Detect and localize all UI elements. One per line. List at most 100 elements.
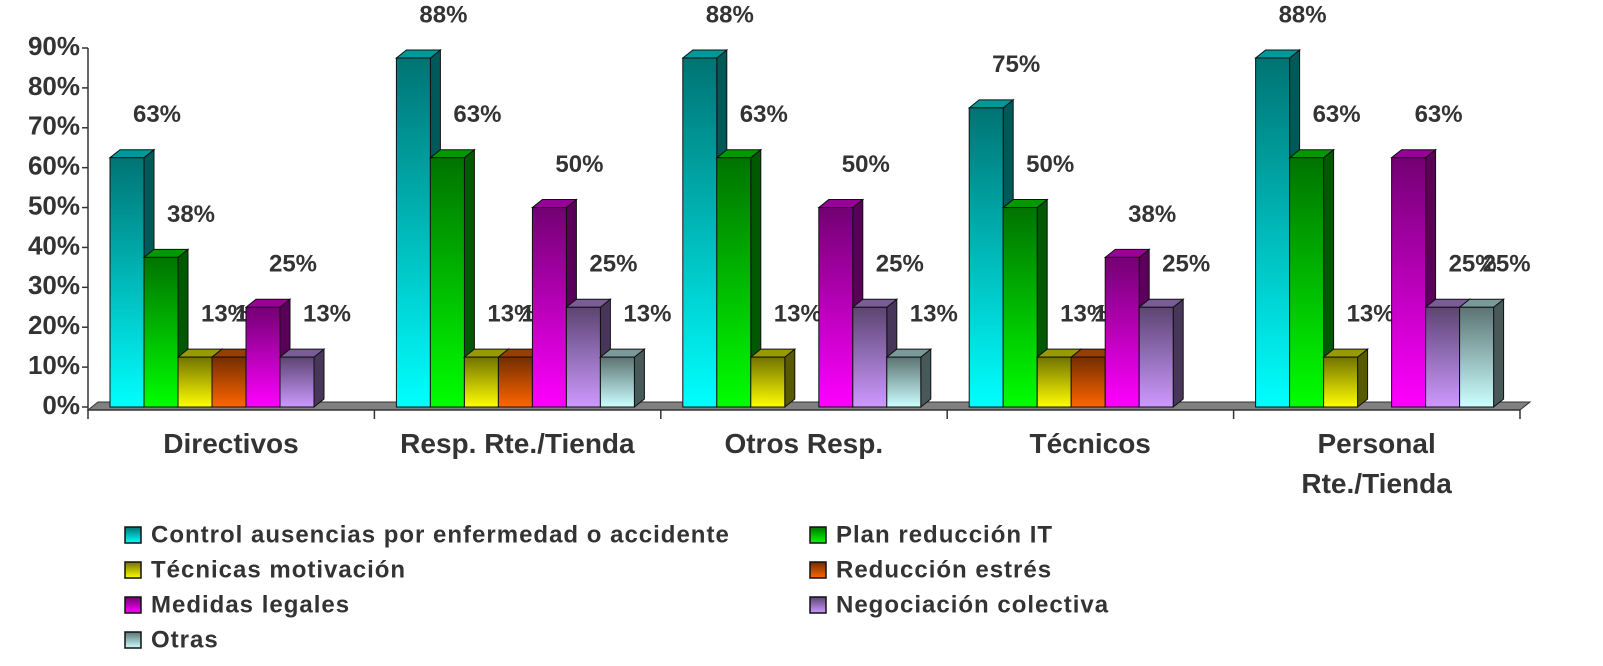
bar-front bbox=[1459, 306, 1495, 408]
value-label: 50% bbox=[1026, 151, 1074, 178]
bar-front bbox=[211, 356, 247, 408]
value-label: 13% bbox=[1060, 300, 1108, 327]
legend-label: Reducción estrés bbox=[836, 556, 1052, 583]
value-label: 63% bbox=[1415, 101, 1463, 128]
legend-label: Plan reducción IT bbox=[836, 521, 1053, 548]
y-tick-label: 40% bbox=[28, 230, 80, 260]
x-tick-label: Resp. Rte./Tienda bbox=[400, 428, 635, 459]
value-label: 75% bbox=[992, 51, 1040, 78]
value-label: 50% bbox=[842, 151, 890, 178]
bar-front bbox=[1070, 356, 1106, 408]
bar-front bbox=[395, 57, 431, 408]
x-tick-label: Directivos bbox=[163, 428, 299, 459]
legend-label: Técnicas motivación bbox=[151, 556, 406, 583]
value-label: 88% bbox=[1279, 1, 1327, 28]
bar-side bbox=[633, 348, 645, 409]
bar-side bbox=[1493, 298, 1505, 409]
bar-front bbox=[497, 356, 533, 408]
y-tick-label: 0% bbox=[42, 390, 80, 420]
y-tick-label: 80% bbox=[28, 71, 80, 101]
bar-front bbox=[463, 356, 499, 408]
bar bbox=[278, 348, 326, 409]
bar-front bbox=[1323, 356, 1359, 408]
bar-front bbox=[682, 57, 718, 408]
bar bbox=[598, 348, 646, 409]
bar-front bbox=[1391, 157, 1427, 408]
value-label: 13% bbox=[910, 300, 958, 327]
legend-swatch bbox=[124, 631, 142, 649]
value-label: 13% bbox=[201, 300, 249, 327]
value-label: 13% bbox=[1347, 300, 1395, 327]
value-label: 13% bbox=[623, 300, 671, 327]
bar-front bbox=[852, 306, 888, 408]
value-label: 25% bbox=[876, 251, 924, 278]
bar bbox=[1322, 348, 1370, 409]
bar bbox=[715, 148, 763, 409]
value-label: 25% bbox=[1483, 251, 1531, 278]
y-tick-label: 50% bbox=[28, 190, 80, 220]
bar-front bbox=[968, 107, 1004, 408]
value-label: 25% bbox=[1162, 251, 1210, 278]
y-tick-label: 30% bbox=[28, 270, 80, 300]
legend-swatch bbox=[124, 596, 142, 614]
bar bbox=[1137, 298, 1185, 409]
bar bbox=[1458, 298, 1506, 409]
value-label: 13% bbox=[487, 300, 535, 327]
y-tick-label: 60% bbox=[28, 151, 80, 181]
legend-label: Control ausencias por enfermedad o accid… bbox=[151, 521, 730, 548]
legend-swatch bbox=[809, 561, 827, 579]
x-tick-label: Personal Rte./Tienda bbox=[1301, 428, 1452, 499]
bar-front bbox=[109, 157, 145, 408]
x-tick-label: Otros Resp. bbox=[724, 428, 884, 459]
bar-side bbox=[1357, 348, 1369, 409]
bar-front bbox=[1255, 57, 1291, 408]
bar-side bbox=[784, 348, 796, 409]
bar-front bbox=[1138, 306, 1174, 408]
bar-front bbox=[750, 356, 786, 408]
bar bbox=[142, 248, 190, 409]
bar-side bbox=[920, 348, 932, 409]
value-label: 25% bbox=[269, 251, 317, 278]
value-label: 25% bbox=[1449, 251, 1497, 278]
bar-front bbox=[279, 356, 315, 408]
legend-label: Negociación colectiva bbox=[836, 591, 1109, 618]
bar bbox=[749, 348, 797, 409]
bar-front bbox=[1104, 256, 1140, 408]
y-tick-label: 70% bbox=[28, 111, 80, 141]
bar-front bbox=[886, 356, 922, 408]
bar bbox=[1288, 148, 1336, 409]
bar-front bbox=[245, 306, 281, 408]
value-label: 63% bbox=[453, 101, 501, 128]
x-tick-label: Técnicos bbox=[1029, 428, 1151, 459]
y-tick-label: 10% bbox=[28, 350, 80, 380]
bar-front bbox=[531, 207, 567, 408]
bar-front bbox=[429, 157, 465, 408]
value-label: 88% bbox=[706, 1, 754, 28]
value-label: 38% bbox=[167, 201, 215, 228]
value-label: 13% bbox=[774, 300, 822, 327]
bar-front bbox=[1002, 207, 1038, 408]
value-label: 38% bbox=[1128, 201, 1176, 228]
value-label: 63% bbox=[133, 101, 181, 128]
bar bbox=[428, 148, 476, 409]
bar-side bbox=[1172, 298, 1184, 409]
value-label: 63% bbox=[740, 101, 788, 128]
bar-front bbox=[1036, 356, 1072, 408]
bar-front bbox=[818, 207, 854, 408]
y-tick-label: 90% bbox=[28, 31, 80, 61]
legend-label: Otras bbox=[151, 626, 219, 653]
bar bbox=[244, 298, 292, 409]
y-tick-label: 20% bbox=[28, 310, 80, 340]
legend-swatch bbox=[124, 526, 142, 544]
value-label: 50% bbox=[555, 151, 603, 178]
bar-side bbox=[313, 348, 325, 409]
value-label: 25% bbox=[589, 251, 637, 278]
legend-swatch bbox=[809, 526, 827, 544]
bar-front bbox=[143, 256, 179, 408]
bar bbox=[1035, 348, 1083, 409]
bar-front bbox=[716, 157, 752, 408]
bar-front bbox=[1289, 157, 1325, 408]
value-label: 13% bbox=[303, 300, 351, 327]
